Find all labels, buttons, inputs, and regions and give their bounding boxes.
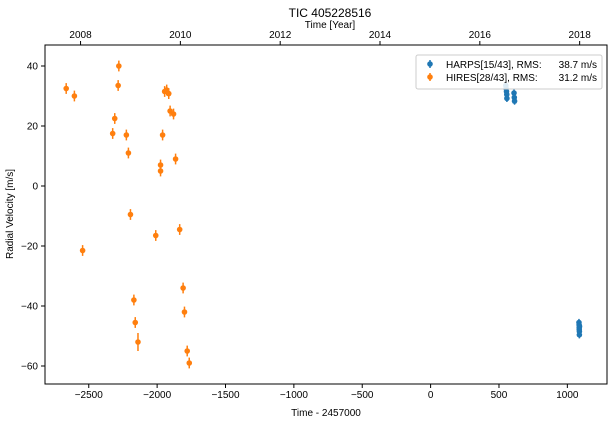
data-point: [159, 129, 166, 141]
point-marker: [184, 348, 191, 354]
legend-label-hires: HIRES[28/43], RMS:: [446, 73, 538, 84]
top-x-tick-label: 2008: [69, 30, 92, 41]
data-point: [176, 224, 183, 235]
legend-marker-harps: [427, 61, 433, 67]
y-tick-label: 40: [27, 62, 39, 73]
data-point: [63, 83, 69, 94]
point-marker: [111, 115, 118, 122]
legend-items: HARPS[15/43], RMS: 38.7 m/s HIRES[28/43]…: [427, 60, 597, 84]
point-marker: [576, 332, 583, 338]
top-x-tick-label: 2014: [369, 30, 392, 41]
point-marker: [181, 309, 188, 315]
data-point: [186, 357, 193, 369]
point-marker: [159, 132, 166, 138]
x-tick-label: 0: [428, 390, 434, 401]
x-tick-label: −1000: [280, 390, 309, 401]
data-point: [131, 294, 137, 306]
point-marker: [79, 247, 86, 254]
data-point: [127, 209, 134, 220]
data-point: [132, 317, 139, 328]
point-marker: [152, 232, 159, 239]
data-point: [511, 97, 518, 105]
legend-rms-harps: 38.7 m/s: [559, 60, 597, 71]
data-point: [172, 153, 179, 165]
data-point: [71, 90, 78, 102]
point-marker: [116, 63, 122, 69]
legend: HARPS[15/43], RMS: 38.7 m/s HIRES[28/43]…: [415, 54, 603, 90]
x-tick-label: −2500: [75, 390, 104, 401]
data-point: [111, 113, 118, 124]
point-marker: [127, 211, 134, 218]
y-tick-label: −60: [21, 362, 38, 373]
top-x-tick-label: 2012: [269, 30, 292, 41]
data-point: [135, 333, 141, 351]
x-tick-label: 1000: [556, 390, 579, 401]
x-tick-label: −1500: [211, 390, 240, 401]
data-point: [165, 88, 172, 99]
data-point: [123, 129, 130, 141]
point-marker: [132, 319, 139, 326]
point-marker: [63, 85, 69, 92]
data-point: [125, 147, 132, 159]
data-point: [576, 331, 583, 339]
y-axis-label: Radial Velocity [m/s]: [5, 169, 16, 259]
point-marker: [504, 95, 510, 102]
point-marker: [165, 90, 172, 97]
point-marker: [71, 93, 78, 99]
data-point: [576, 322, 583, 330]
data-point: [152, 230, 159, 241]
y-tick-label: −40: [21, 302, 38, 313]
point-marker: [115, 82, 121, 89]
data-point: [170, 108, 177, 120]
point-marker: [135, 339, 141, 345]
axis-ticks: −2500 −2000 −1500 −1000 −500 0 500 1000 −60 −40 −2…: [21, 30, 591, 401]
legend-box: [415, 54, 603, 90]
data-point: [184, 345, 191, 357]
point-marker: [157, 168, 164, 174]
plot-frame: [44, 44, 608, 385]
plot-area: [63, 60, 583, 369]
point-marker: [503, 91, 510, 98]
top-x-tick-label: 2018: [569, 30, 592, 41]
x-tick-label: 500: [491, 390, 508, 401]
data-point: [157, 165, 164, 177]
point-marker: [180, 285, 186, 291]
data-point: [504, 94, 510, 102]
chart-title: TIC 405228516: [289, 6, 372, 20]
top-x-tick-label: 2010: [169, 30, 192, 41]
y-tick-label: 0: [32, 182, 38, 193]
x-axis-label: Time - 2457000: [291, 408, 361, 419]
data-point: [115, 80, 121, 91]
point-marker: [511, 90, 517, 96]
data-point: [79, 245, 86, 256]
point-marker: [131, 297, 137, 303]
point-marker: [186, 360, 193, 366]
point-marker: [125, 150, 132, 156]
data-point: [116, 60, 122, 72]
data-point: [181, 306, 188, 318]
point-marker: [576, 323, 583, 330]
data-point: [109, 128, 116, 139]
point-marker: [109, 130, 116, 137]
point-marker: [176, 226, 183, 233]
legend-marker-hires: [427, 74, 433, 80]
legend-rms-hires: 31.2 m/s: [559, 73, 597, 84]
point-marker: [170, 111, 177, 117]
point-marker: [123, 132, 130, 138]
y-tick-label: 20: [27, 122, 39, 133]
x-tick-label: −2000: [143, 390, 172, 401]
top-x-tick-label: 2016: [469, 30, 492, 41]
top-x-axis-label: Time [Year]: [305, 20, 356, 31]
x-tick-label: −500: [351, 390, 374, 401]
y-tick-label: −20: [21, 242, 38, 253]
data-point: [180, 282, 186, 294]
point-marker: [157, 162, 164, 168]
legend-label-harps: HARPS[15/43], RMS:: [446, 60, 542, 71]
point-marker: [511, 98, 518, 104]
point-marker: [172, 156, 179, 162]
